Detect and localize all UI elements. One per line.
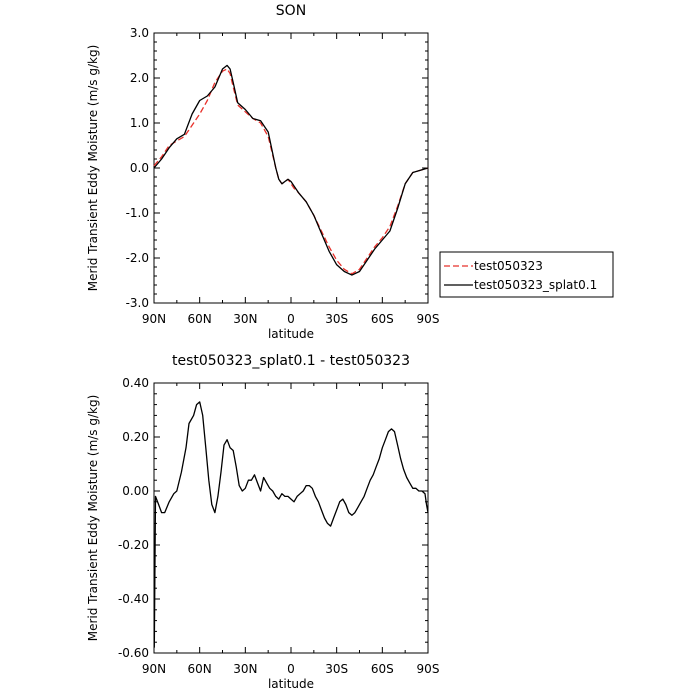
y-tick-label: 1.0 — [130, 116, 149, 130]
x-tick-label: 90N — [142, 662, 166, 676]
x-tick-label: 60S — [371, 662, 394, 676]
x-tick-label: 90S — [417, 312, 440, 326]
plot-frame — [153, 382, 429, 654]
x-tick-label: 30N — [233, 662, 257, 676]
chart-title: test050323_splat0.1 - test050323 — [172, 353, 410, 369]
y-axis-label: Merid Transient Eddy Moisture (m/s g/kg) — [86, 395, 100, 642]
x-tick-label: 30S — [325, 312, 348, 326]
y-tick-label: -0.40 — [118, 592, 149, 606]
x-tick-label: 60N — [188, 312, 212, 326]
legend-label: test050323 — [474, 259, 543, 273]
x-axis-label: latitude — [268, 327, 314, 341]
y-tick-label: -0.20 — [118, 538, 149, 552]
legend: test050323 test050323_splat0.1 — [439, 251, 614, 298]
x-tick-label: 90S — [417, 662, 440, 676]
legend-box — [439, 251, 614, 298]
x-tick-label: 30S — [325, 662, 348, 676]
y-tick-label: 3.0 — [130, 26, 149, 40]
x-tick-label: 30N — [233, 312, 257, 326]
y-tick-label: -1.0 — [126, 206, 149, 220]
x-axis-label: latitude — [268, 677, 314, 691]
panel-difference: 90N 60N 30N 0 30S 60S 90S 0.40 0.20 0.00 -0.20 -0.4… — [86, 353, 439, 691]
plot-frame — [153, 32, 429, 304]
x-tick-label: 60N — [188, 662, 212, 676]
y-tick-label: 2.0 — [130, 71, 149, 85]
x-tick-label: 90N — [142, 312, 166, 326]
y-tick-label: -3.0 — [126, 296, 149, 310]
x-tick-label: 0 — [287, 662, 295, 676]
y-axis-label: Merid Transient Eddy Moisture (m/s g/kg) — [86, 45, 100, 292]
series-line — [153, 401, 429, 648]
x-tick-label: 60S — [371, 312, 394, 326]
legend-label: test050323_splat0.1 — [474, 278, 597, 292]
y-tick-label: 0.20 — [122, 430, 149, 444]
y-tick-label: 0.40 — [122, 376, 149, 390]
chart-title: SON — [276, 3, 306, 19]
y-tick-label: -0.60 — [118, 646, 149, 660]
x-tick-label: 0 — [287, 312, 295, 326]
y-tick-label: 0.0 — [130, 161, 149, 175]
y-tick-label: -2.0 — [126, 251, 149, 265]
series-line — [153, 68, 429, 275]
series-line — [153, 64, 429, 276]
panel-son: 90N 60N 30N 0 30S 60S 90S 3.0 2.0 1.0 0.0 -1.0 -2.0 -… — [86, 3, 439, 341]
y-tick-label: 0.00 — [122, 484, 149, 498]
